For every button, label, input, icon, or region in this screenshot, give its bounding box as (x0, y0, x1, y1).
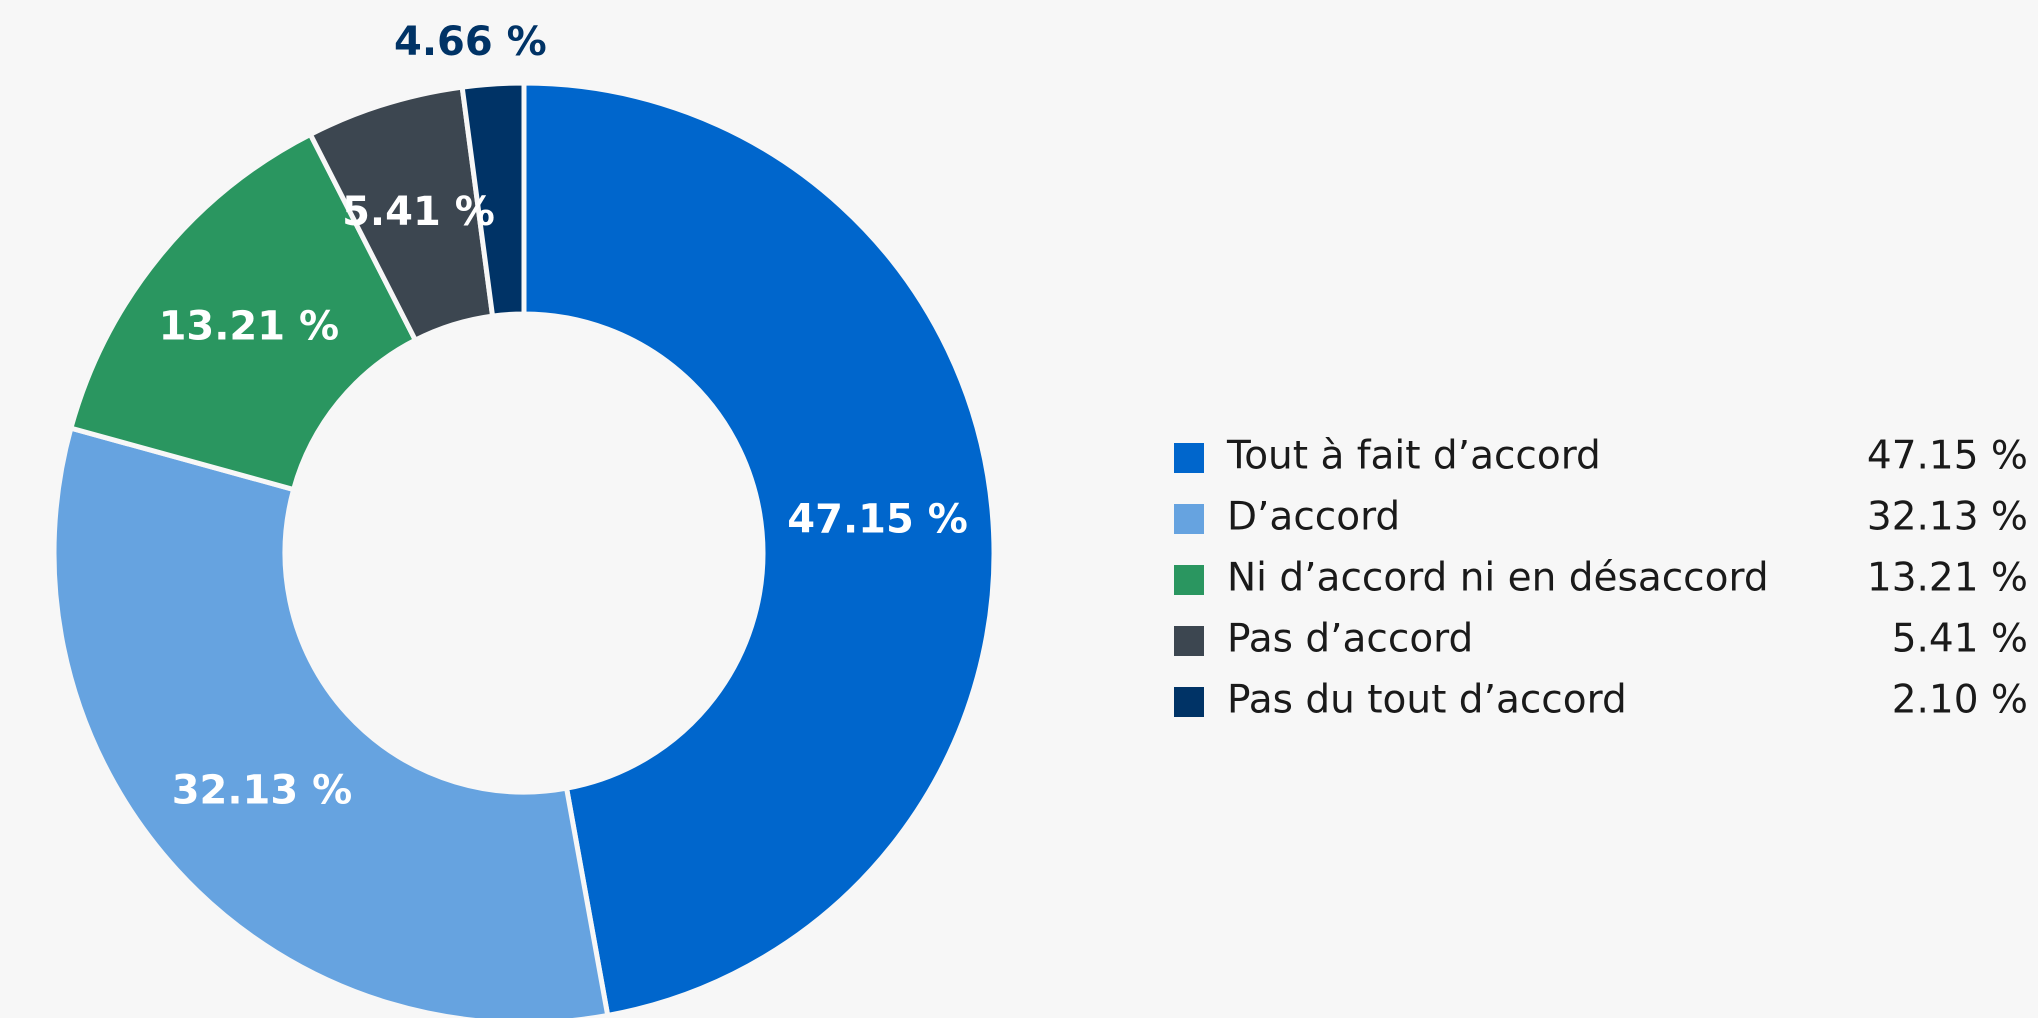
legend-swatch (1174, 504, 1204, 534)
legend-value: 32.13 % (1867, 495, 2028, 540)
legend-label: D’accord (1227, 495, 1400, 540)
legend-swatch (1174, 626, 1204, 656)
data-label: 32.13 % (172, 767, 353, 813)
legend-swatch (1174, 443, 1204, 473)
legend-label: Ni d’accord ni en désaccord (1227, 556, 1769, 601)
legend-value: 47.15 % (1867, 434, 2028, 479)
legend-swatch (1174, 687, 1204, 717)
donut-slice (51, 425, 611, 1018)
legend-value: 5.41 % (1892, 617, 2028, 662)
data-label: 5.41 % (342, 189, 495, 235)
legend-value: 2.10 % (1892, 678, 2028, 723)
legend-swatch (1174, 565, 1204, 595)
data-label: 47.15 % (787, 496, 968, 542)
legend-label: Tout à fait d’accord (1226, 434, 1601, 479)
donut-slice (67, 130, 419, 493)
legend-label: Pas d’accord (1227, 617, 1473, 662)
legend-label: Pas du tout d’accord (1227, 678, 1627, 723)
donut-slice (521, 80, 997, 1018)
annotation: 4.66 % (394, 19, 547, 65)
legend-value: 13.21 % (1867, 556, 2028, 601)
data-label: 13.21 % (159, 304, 340, 350)
donut-slice (459, 80, 527, 319)
